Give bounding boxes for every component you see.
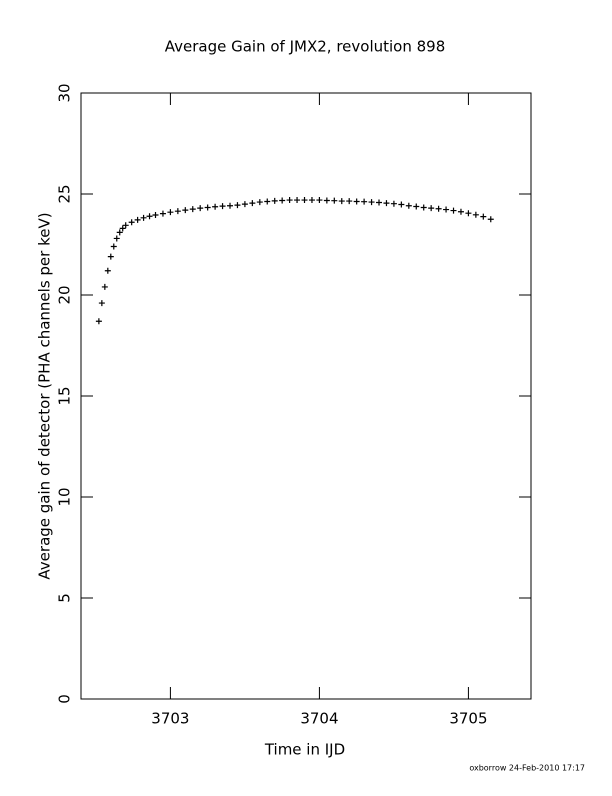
data-point: [167, 209, 174, 216]
x-axis-label: Time in IJD: [264, 741, 345, 759]
y-tick-label: 15: [56, 386, 74, 405]
data-point: [116, 229, 123, 236]
data-point: [405, 202, 412, 209]
data-point: [256, 199, 263, 206]
data-point: [197, 205, 204, 212]
data-point: [286, 197, 293, 204]
x-tick-label: 3703: [151, 710, 189, 728]
data-point: [264, 198, 271, 205]
data-point: [128, 219, 135, 226]
data-point: [353, 198, 360, 205]
data-point: [428, 205, 435, 212]
data-point: [472, 211, 479, 218]
y-tick-label: 20: [56, 285, 74, 304]
data-point: [346, 198, 353, 205]
data-point: [368, 199, 375, 206]
data-point: [146, 213, 153, 220]
data-point: [376, 199, 383, 206]
data-point: [398, 201, 405, 208]
y-tick-label: 0: [56, 694, 74, 704]
data-point: [134, 216, 141, 223]
data-point: [420, 204, 427, 211]
y-tick-label: 30: [56, 83, 74, 102]
y-tick-label: 5: [56, 593, 74, 603]
x-tick-label: 3704: [300, 710, 338, 728]
y-tick-label: 25: [56, 184, 74, 203]
data-point: [249, 200, 256, 207]
data-point: [110, 243, 117, 250]
data-point: [101, 283, 108, 290]
data-point: [104, 267, 111, 274]
x-tick-label: 3705: [449, 710, 487, 728]
data-point: [119, 225, 126, 232]
data-point: [480, 213, 487, 220]
data-point: [361, 198, 368, 205]
data-point: [182, 207, 189, 214]
data-point: [413, 203, 420, 210]
chart-title: Average Gain of JMX2, revolution 898: [165, 38, 446, 56]
data-point: [212, 203, 219, 210]
data-point: [159, 210, 166, 217]
y-axis-label: Average gain of detector (PHA channels p…: [36, 212, 54, 579]
data-point: [443, 206, 450, 213]
data-point: [95, 318, 102, 325]
y-tick-label: 10: [56, 487, 74, 506]
data-point: [279, 197, 286, 204]
data-point: [227, 202, 234, 209]
data-point: [241, 201, 248, 208]
data-point: [189, 206, 196, 213]
data-point: [204, 204, 211, 211]
data-point: [331, 197, 338, 204]
data-point: [122, 222, 129, 229]
footer: oxborrow 24-Feb-2010 17:17: [469, 764, 585, 773]
plot-frame: [80, 92, 532, 700]
data-point: [294, 197, 301, 204]
data-point: [113, 235, 120, 242]
data-point: [390, 200, 397, 207]
data-point: [323, 197, 330, 204]
data-point: [219, 203, 226, 210]
data-point: [457, 208, 464, 215]
data-point: [435, 205, 442, 212]
data-point: [174, 208, 181, 215]
data-point: [383, 200, 390, 207]
data-point: [308, 197, 315, 204]
data-point: [234, 202, 241, 209]
data-point: [271, 197, 278, 204]
data-point: [140, 214, 147, 221]
data-point: [487, 216, 494, 223]
data-point: [338, 198, 345, 205]
data-point: [107, 253, 114, 260]
data-point: [465, 210, 472, 217]
data-point: [98, 300, 105, 307]
data-point: [316, 197, 323, 204]
data-point: [152, 212, 159, 219]
data-point: [450, 207, 457, 214]
data-point: [301, 197, 308, 204]
